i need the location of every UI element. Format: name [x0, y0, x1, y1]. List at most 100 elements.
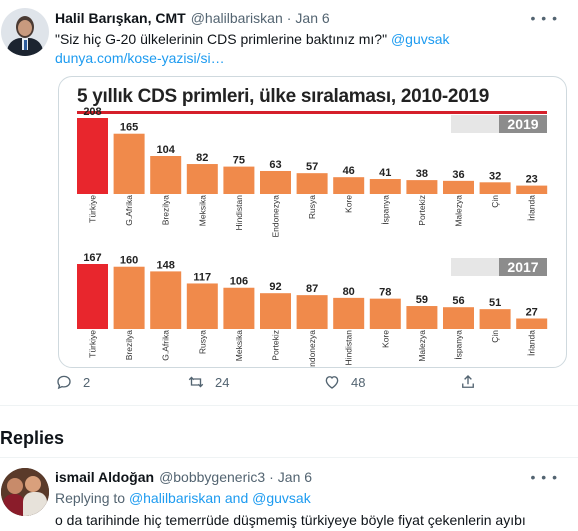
category-label: Brezilya	[124, 330, 134, 361]
chart-bar	[296, 173, 328, 194]
category-label: Meksika	[197, 195, 207, 226]
chart-bar	[113, 133, 145, 194]
chart-bar	[150, 271, 182, 329]
reply-author-avatar[interactable]	[1, 468, 49, 516]
chart-bar	[223, 166, 255, 194]
chart-bar	[516, 185, 548, 194]
avatar-face-right	[25, 476, 41, 492]
chart-bar	[443, 307, 474, 329]
separator-dot: ·	[286, 10, 292, 26]
chart-bar	[186, 164, 218, 194]
tweet-header: Halil Barışkan, CMT @halilbariskan · Jan…	[55, 10, 330, 28]
tweet-actions: 2 24 48	[55, 373, 515, 393]
like-count: 48	[351, 374, 366, 390]
year-label: 2019	[507, 116, 538, 132]
chart-bar	[516, 318, 548, 329]
url-link[interactable]: dunya.com/kose-yazisi/si…	[55, 50, 225, 66]
bar-value-label: 160	[120, 255, 138, 267]
share-icon	[462, 375, 474, 388]
reply-author-handle[interactable]: @bobbygeneric3	[159, 469, 266, 485]
reply-date[interactable]: Jan 6	[277, 469, 313, 485]
category-label: Malezya	[454, 195, 464, 227]
bar-value-label: 75	[233, 155, 245, 167]
bar-value-label: 63	[269, 159, 281, 171]
chart-bar	[296, 295, 328, 329]
like-button[interactable]: 48	[323, 373, 365, 391]
retweet-button[interactable]: 24	[187, 373, 229, 391]
bar-value-label: 78	[379, 287, 391, 299]
chart-bar	[150, 156, 182, 194]
tweet-quote: "Siz hiç G-20 ülkelerinin CDS primlerine…	[55, 31, 388, 47]
reply-author-name[interactable]: ismail Aldoğan	[55, 469, 155, 485]
bar-value-label: 117	[193, 271, 211, 283]
share-button[interactable]	[459, 373, 487, 391]
reply-header: ismail Aldoğan @bobbygeneric3 · Jan 6	[55, 469, 312, 485]
cds-bar-chart: 2019 208 Türkiye 165 G.Afrika 104 Brezilya 82 Me…	[77, 106, 548, 367]
category-label: Portekiz	[417, 195, 427, 226]
chart-bar	[260, 170, 291, 194]
replies-divider	[0, 457, 578, 458]
bar-value-label: 208	[83, 106, 101, 118]
bar-value-label: 32	[489, 170, 501, 182]
bar-value-label: 148	[157, 259, 175, 271]
bar-value-label: 27	[526, 306, 538, 318]
category-label: Portekiz	[271, 330, 281, 361]
bar-value-label: 167	[83, 252, 101, 264]
category-label: Malezya	[417, 330, 427, 362]
bar-value-label: 38	[416, 168, 428, 180]
chart-bar	[77, 118, 108, 194]
category-label: Endonezya	[307, 330, 317, 367]
category-label: Rusya	[307, 195, 317, 219]
main-tweet[interactable]: Halil Barışkan, CMT @halilbariskan · Jan…	[0, 0, 578, 405]
chart-bar	[333, 297, 365, 329]
category-label: İrlanda	[527, 195, 537, 221]
tweet-date[interactable]: Jan 6	[295, 10, 330, 26]
reply-tweet[interactable]: ismail Aldoğan @bobbygeneric3 · Jan 6 • …	[0, 458, 578, 531]
tweet-media-chart[interactable]: 5 yıllık CDS primleri, ülke sıralaması, …	[58, 76, 567, 368]
year-box	[499, 258, 547, 276]
section-divider	[0, 405, 578, 406]
avatar-face	[18, 20, 32, 36]
category-label: Çin	[490, 330, 500, 343]
avatar-face-left	[7, 478, 23, 494]
reply-icon	[57, 375, 71, 390]
avatar-figure-right	[23, 492, 47, 516]
chart-title-underline	[77, 111, 547, 114]
bar-value-label: 57	[306, 161, 318, 173]
bar-value-label: 56	[452, 295, 464, 307]
tweet-text: "Siz hiç G-20 ülkelerinin CDS primlerine…	[55, 30, 555, 68]
chart-bar	[77, 264, 108, 329]
chart-bar	[223, 287, 255, 329]
category-label: G.Afrika	[161, 330, 171, 361]
chart-title: 5 yıllık CDS primleri, ülke sıralaması, …	[77, 86, 489, 107]
replying-user-link[interactable]: @guvsak	[252, 490, 311, 506]
replying-and: and	[224, 490, 249, 506]
bar-value-label: 82	[196, 152, 208, 164]
year-label: 2017	[507, 259, 538, 275]
author-name[interactable]: Halil Barışkan, CMT	[55, 10, 186, 26]
chart-bar	[406, 306, 438, 329]
chart-bar	[369, 298, 401, 329]
avatar-tie	[24, 40, 27, 50]
category-label: Türkiye	[88, 195, 98, 223]
reply-more-options-icon[interactable]: • • •	[530, 469, 558, 485]
bar-value-label: 41	[379, 167, 391, 179]
category-label: İspanya	[454, 330, 464, 360]
replying-user-link[interactable]: @halilbariskan	[128, 490, 221, 506]
mention-link[interactable]: @guvsak	[390, 31, 450, 47]
retweet-count: 24	[215, 374, 230, 390]
author-handle[interactable]: @halilbariskan	[190, 10, 283, 26]
year-box	[499, 115, 547, 133]
chart-bar	[113, 266, 145, 329]
more-options-icon[interactable]: • • •	[530, 10, 558, 26]
author-avatar[interactable]	[1, 8, 49, 56]
category-label: Kore	[344, 195, 354, 213]
replying-to-line: Replying to @halilbariskan and @guvsak	[55, 490, 311, 506]
category-label: Rusya	[197, 330, 207, 354]
reply-text: o da tarihinde hiç temerrüde düşmemiş tü…	[55, 512, 526, 528]
category-label: İrlanda	[527, 330, 537, 356]
separator-dot: ·	[269, 469, 274, 485]
category-label: Çin	[490, 195, 500, 208]
reply-button[interactable]: 2	[55, 373, 90, 391]
chart-bar	[406, 180, 438, 194]
